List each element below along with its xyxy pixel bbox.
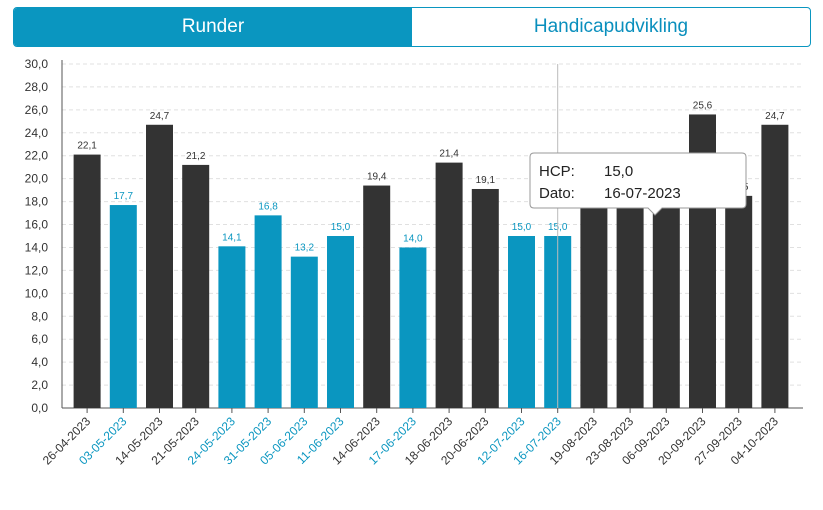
- bar: [182, 164, 210, 408]
- y-tick-label: 28,0: [25, 80, 49, 94]
- value-label: 24,7: [150, 111, 170, 122]
- value-label: 14,1: [222, 232, 242, 243]
- bar: [616, 171, 644, 408]
- bar: [73, 154, 101, 408]
- value-label: 13,2: [295, 243, 315, 254]
- bar: [471, 188, 499, 408]
- y-tick-label: 2,0: [31, 378, 48, 392]
- bar: [652, 187, 680, 408]
- value-label: 15,0: [331, 222, 351, 233]
- y-tick-label: 26,0: [25, 103, 49, 117]
- value-label: 21,4: [439, 149, 459, 160]
- tooltip: HCP: 15,0 Dato: 16-07-2023: [529, 152, 747, 216]
- y-tick-label: 4,0: [31, 355, 48, 369]
- y-tick-label: 14,0: [25, 240, 49, 254]
- tooltip-box: [529, 152, 747, 216]
- y-tick-label: 12,0: [25, 263, 49, 277]
- y-tick-label: 10,0: [25, 286, 49, 300]
- tooltip-key: Dato:: [539, 185, 575, 202]
- bar: [399, 247, 427, 408]
- tab-bar: Runder Handicapudvikling: [13, 7, 811, 47]
- tab[interactable]: Handicapudvikling: [533, 16, 689, 37]
- y-tick-label: 8,0: [31, 309, 48, 323]
- value-label: 16,8: [258, 201, 278, 212]
- y-tick-label: 0,0: [31, 401, 48, 415]
- y-tick-label: 22,0: [25, 149, 49, 163]
- y-tick-label: 18,0: [25, 195, 49, 209]
- tab[interactable]: Runder: [14, 8, 412, 46]
- bar: [290, 256, 318, 408]
- y-tick-label: 16,0: [25, 218, 49, 232]
- value-label: 22,1: [77, 141, 97, 152]
- bar: [508, 236, 535, 408]
- y-tick-label: 20,0: [25, 172, 49, 186]
- tooltip-value: 16-07-2023: [604, 185, 681, 202]
- bar: [725, 195, 753, 408]
- value-label: 21,2: [186, 151, 206, 162]
- bar: [146, 124, 173, 409]
- tooltip-value: 15,0: [604, 163, 633, 180]
- value-label: 19,4: [367, 172, 387, 183]
- y-tick-label: 24,0: [25, 126, 49, 140]
- value-label: 19,1: [476, 175, 496, 186]
- value-label: 17,7: [114, 191, 134, 202]
- bar: [363, 185, 391, 408]
- bar: [109, 205, 137, 408]
- bar: [254, 215, 282, 408]
- bar: [218, 246, 246, 408]
- tooltip-key: HCP:: [539, 163, 575, 180]
- bar: [327, 236, 354, 408]
- value-label: 24,7: [765, 111, 785, 122]
- y-tick-label: 30,0: [25, 57, 49, 71]
- value-label: 15,0: [512, 222, 532, 233]
- bar: [761, 124, 789, 409]
- y-tick-label: 6,0: [31, 332, 48, 346]
- value-label: 14,0: [403, 233, 423, 244]
- bar: [580, 180, 608, 408]
- bar: [435, 162, 463, 408]
- value-label: 25,6: [693, 100, 713, 111]
